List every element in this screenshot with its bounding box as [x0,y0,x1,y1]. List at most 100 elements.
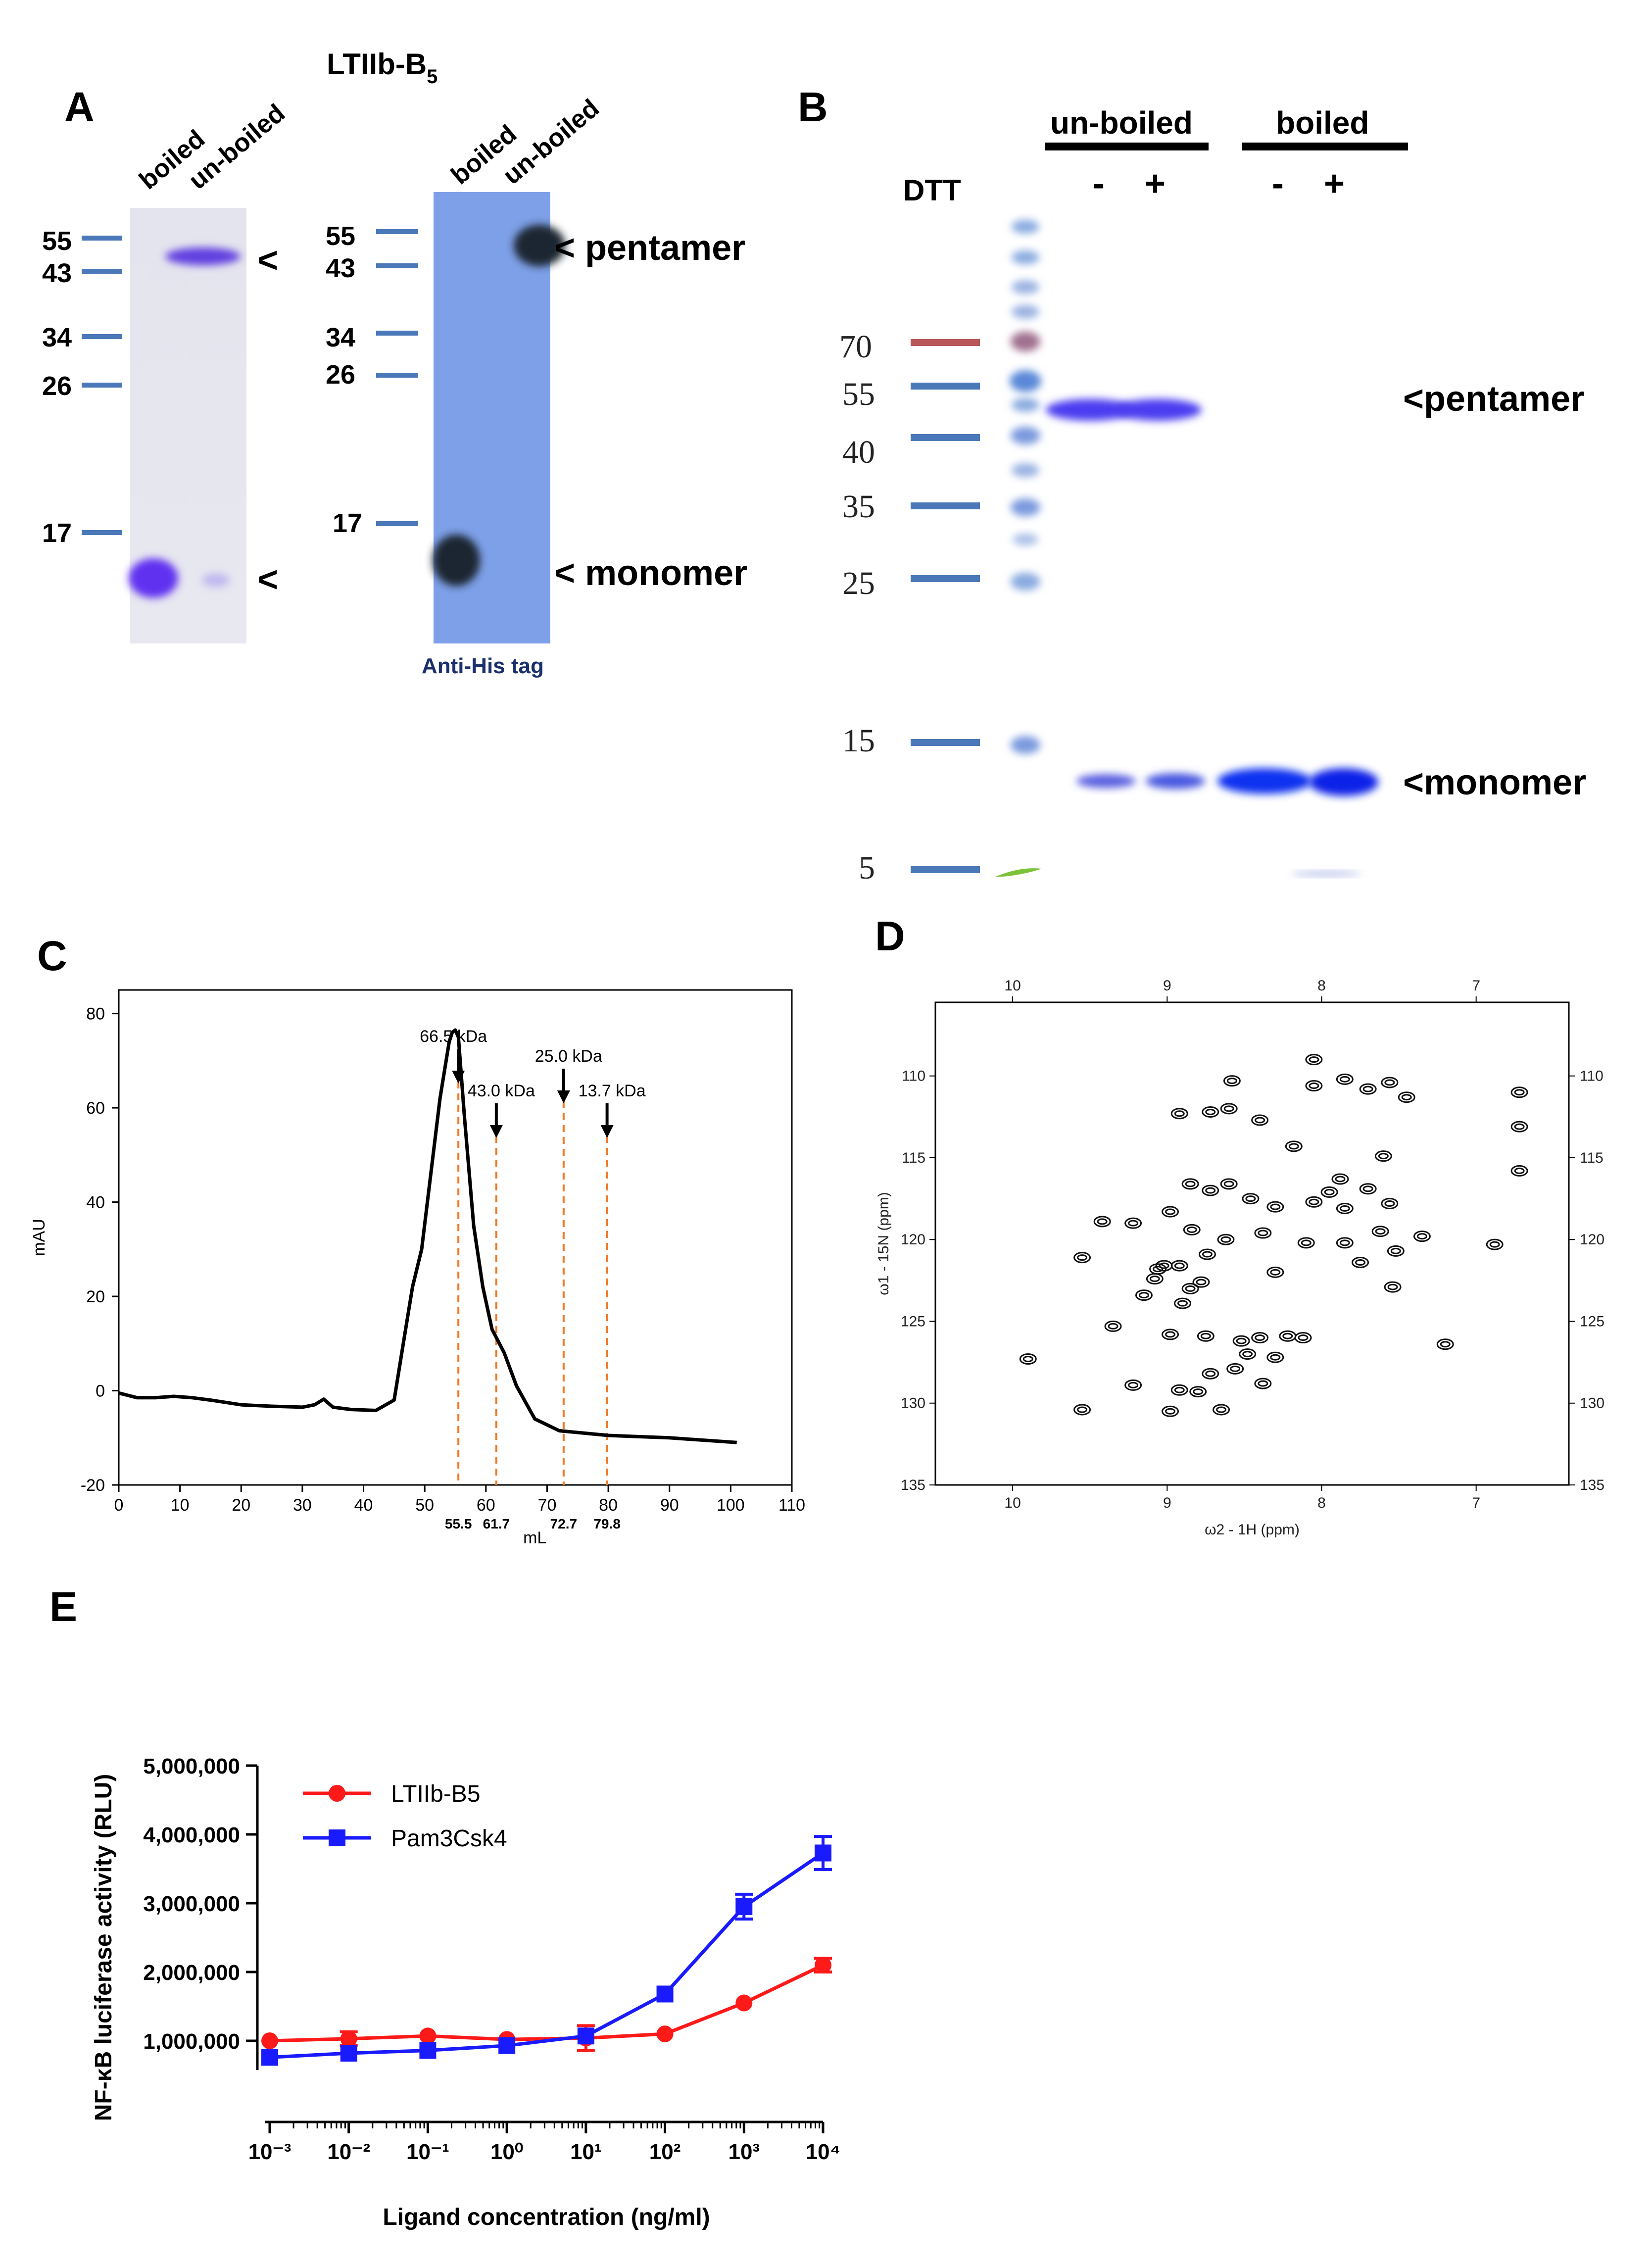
nmr-peak-contour-inner [1440,1341,1451,1348]
nmr-peak [1174,1297,1192,1309]
nmr-peak [1242,1193,1260,1205]
nmr-peak-contour-outer [1251,1114,1269,1126]
chart-c-ticks: 0 10 20 30 40 50 60 70 80 90 100 110 -20 0 20 40 60 80 [81,1005,805,1515]
nmr-peak-contour-inner [1226,1078,1237,1085]
nmr-peak [1170,1260,1188,1272]
nmr-peak [1336,1073,1354,1085]
c-marker-arrow-head [600,1125,614,1138]
nmr-peak-contour-outer [1124,1217,1142,1229]
nmr-peak-contour-outer [1359,1083,1377,1095]
nmr-peak-contour-outer [1294,1332,1312,1344]
nmr-peak [1254,1227,1272,1239]
nmr-peak-contour-outer [1510,1165,1528,1177]
pentamer-label-b: <pentamer [1403,379,1584,419]
e-ytick-label: 2,000,000 [143,1961,240,1985]
nmr-peak-contour-inner [1288,1143,1299,1150]
c-marker-volume: 79.8 [593,1516,621,1531]
d-ytick-label-left: 135 [901,1477,925,1493]
mwB-15: 15 [842,723,875,759]
d-xtick-label-bottom: 10 [1004,1495,1020,1511]
nmr-peak-contour-inner [1378,1153,1389,1160]
nmr-peak [1331,1173,1349,1185]
nmr-peak [1381,1198,1399,1210]
nmr-peak-contour-outer [1135,1289,1153,1301]
e-point-Pam3Csk4 [419,2042,437,2059]
nmr-peak-contour-inner [1324,1188,1335,1195]
e-point-LTIIb-B5 [261,2032,278,2049]
e-point-LTIIb-B5 [419,2027,437,2045]
c-marker-volume: 72.7 [550,1516,578,1531]
nmr-peak-contour-inner [1128,1381,1139,1388]
nmr-peak-contour-inner [1153,1266,1164,1273]
gel-band-pentamer [165,247,241,265]
nmr-peak-contour-inner [1220,1236,1231,1243]
nmr-peak-contour-outer [1413,1231,1431,1242]
nmr-peak-contour-outer [1220,1178,1238,1190]
nmr-peak [1073,1252,1091,1264]
nmr-peak-contour-outer [1336,1202,1354,1214]
mw2-34: 34 [326,323,355,352]
mwB-25: 25 [842,565,875,601]
c-marker-volume: 61.7 [483,1516,510,1531]
nmr-peak [1398,1091,1415,1103]
e-xtick-label: 10¹ [570,2140,602,2164]
nmr-peak [1202,1184,1219,1196]
e-point-Pam3Csk4 [735,1898,753,1915]
nmr-peak [1305,1080,1323,1092]
nmr-peak-contour-outer [1170,1384,1188,1396]
group-boiled: boiled [1276,105,1369,141]
nmr-peak-contour-outer [1162,1206,1179,1218]
nmr-peak-contour-outer [1266,1266,1284,1278]
nmr-peak [1135,1289,1153,1301]
nmr-peak-contour-outer [1398,1091,1415,1103]
nmr-peak-contour-inner [1362,1185,1373,1192]
nmr-peak [1305,1196,1323,1208]
e-point-Pam3Csk4 [656,1985,674,2003]
nmr-peak-contour-inner [1298,1334,1309,1341]
nmr-peak [1486,1238,1504,1250]
dtt-label: DTT [903,174,961,207]
nmr-peak [1297,1237,1315,1249]
nmr-peak-contour-outer [1254,1378,1272,1389]
nmr-peak-contour-inner [1077,1254,1088,1261]
nmr-peak-contour-outer [1217,1233,1235,1245]
nmr-peak-contour-inner [1236,1337,1247,1344]
nmr-peak-contour-outer [1093,1216,1111,1228]
nmr-peak-contour-inner [1186,1226,1197,1233]
nmr-peak-contour-inner [1362,1085,1373,1092]
e-point-Pam3Csk4 [261,2049,278,2066]
mwB-55: 55 [842,376,875,412]
nmr-peak-contour-outer [1223,1075,1241,1087]
nmr-peak-contour-inner [1489,1241,1500,1248]
panel-c-label: C [37,933,67,979]
nmr-peak-contour-inner [1138,1292,1149,1299]
mw-17: 17 [42,518,72,548]
e-ytick-label: 4,000,000 [143,1823,240,1847]
d-ytick-label-right: 130 [1580,1395,1604,1412]
e-point-LTIIb-B5 [815,1957,831,1974]
nmr-peak-contour-inner [1514,1123,1525,1130]
nmr-peak [1226,1363,1244,1375]
nmr-peak [1093,1216,1111,1228]
pentamer-label-a: < pentamer [554,228,745,268]
nmr-peak [1104,1320,1122,1332]
mw2-26: 26 [326,360,355,390]
blot-band-monomer [433,535,480,586]
nmr-peak [1336,1202,1354,1214]
nmr-peak-contour-inner [1200,1332,1211,1339]
nmr-peak-contour-outer [1305,1054,1323,1066]
e-ytick-label: 1,000,000 [143,2029,240,2054]
c-xtick-label: 10 [171,1496,190,1515]
c-xtick-label: 80 [599,1496,618,1515]
nmr-peak-contour-inner [1355,1259,1366,1266]
c-marker-kda: 43.0 kDa [468,1082,535,1100]
nmr-peak-contour-inner [1165,1408,1176,1415]
nmr-peak-contour-inner [1174,1386,1185,1393]
nmr-peak-contour-inner [1282,1332,1293,1339]
nmr-peak [1294,1332,1312,1344]
nmr-peak-contour-inner [1174,1110,1185,1117]
nmr-peak-contour-inner [1270,1354,1281,1361]
ladder-a1: 55 43 34 26 17 [42,226,122,548]
